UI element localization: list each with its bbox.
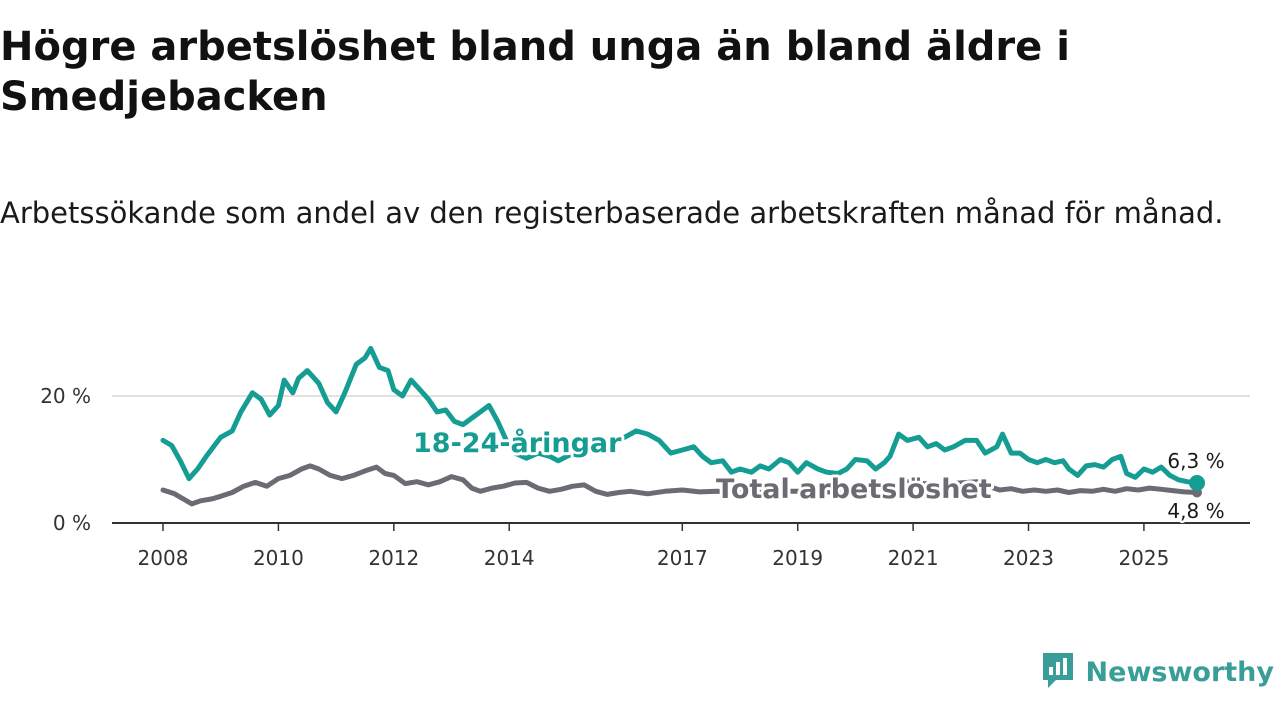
x-tick-label: 2008 — [138, 546, 189, 570]
y-axis: 0 % 20 % — [40, 384, 91, 535]
series-line — [160, 463, 1200, 507]
end-label-youth: 6,3 % — [1167, 449, 1224, 473]
brand-logo: Newsworthy — [1040, 650, 1274, 694]
x-tick-label: 2025 — [1118, 546, 1169, 570]
chart-title: Högre arbetslöshet bland unga än bland ä… — [0, 24, 1070, 120]
x-tick-label: 2012 — [368, 546, 419, 570]
x-tick-label: 2023 — [1003, 546, 1054, 570]
series-label-youth: 18-24-åringar — [413, 427, 622, 459]
series-lines — [160, 345, 1200, 507]
chart-subtitle: Arbetssökande som andel av den registerb… — [0, 196, 1224, 230]
series-line — [160, 345, 1200, 486]
series-labels: 18-24-åringar Total arbetslöshet — [410, 424, 995, 508]
x-tick-label: 2010 — [253, 546, 304, 570]
end-label-total: 4,8 % — [1167, 499, 1224, 523]
y-tick-label: 0 % — [53, 511, 91, 535]
x-tick-label: 2021 — [888, 546, 939, 570]
x-axis: 2008 2010 2012 2014 2017 2019 2021 2023 2025 — [138, 523, 1169, 570]
gridlines — [112, 395, 1250, 524]
newsworthy-logo-icon — [1040, 650, 1076, 694]
end-markers: 6,3 % 4,8 % — [1165, 447, 1227, 526]
y-tick-label: 20 % — [40, 384, 91, 408]
x-tick-label: 2014 — [484, 546, 535, 570]
x-tick-label: 2019 — [772, 546, 823, 570]
end-marker-youth — [1189, 474, 1205, 491]
brand-name: Newsworthy — [1085, 656, 1274, 688]
x-tick-label: 2017 — [657, 546, 708, 570]
series-label-total: Total arbetslöshet — [716, 474, 992, 505]
